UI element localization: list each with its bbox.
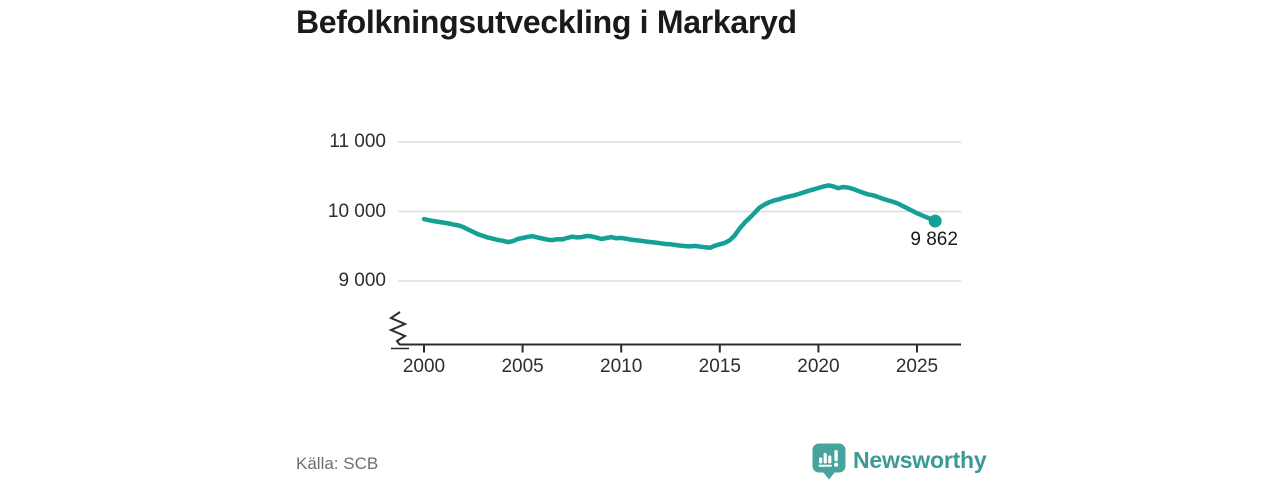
x-tick-label: 2010 — [600, 356, 643, 377]
source-label: Källa: SCB — [296, 454, 379, 473]
x-tick-label: 2020 — [797, 356, 840, 377]
y-tick-label: 10 000 — [327, 200, 386, 222]
end-value-label: 9 862 — [910, 229, 958, 251]
series-line — [421, 183, 938, 251]
newsworthy-logo-text: Newsworthy — [853, 447, 987, 473]
page-title: Befolkningsutveckling i Markaryd — [296, 4, 797, 40]
axis-break-icon — [388, 311, 408, 346]
x-tick-label: 2005 — [501, 356, 544, 377]
y-tick-label: 11 000 — [329, 131, 386, 152]
y-tick-label: 9 000 — [338, 270, 386, 291]
x-tick-label: 2015 — [698, 356, 741, 377]
end-point-dot — [928, 214, 942, 228]
newsworthy-logo: Newsworthy — [812, 443, 987, 480]
x-tick-label: 2000 — [402, 356, 446, 377]
newsworthy-logo-icon — [812, 443, 846, 480]
x-tick-label: 2025 — [895, 356, 939, 377]
